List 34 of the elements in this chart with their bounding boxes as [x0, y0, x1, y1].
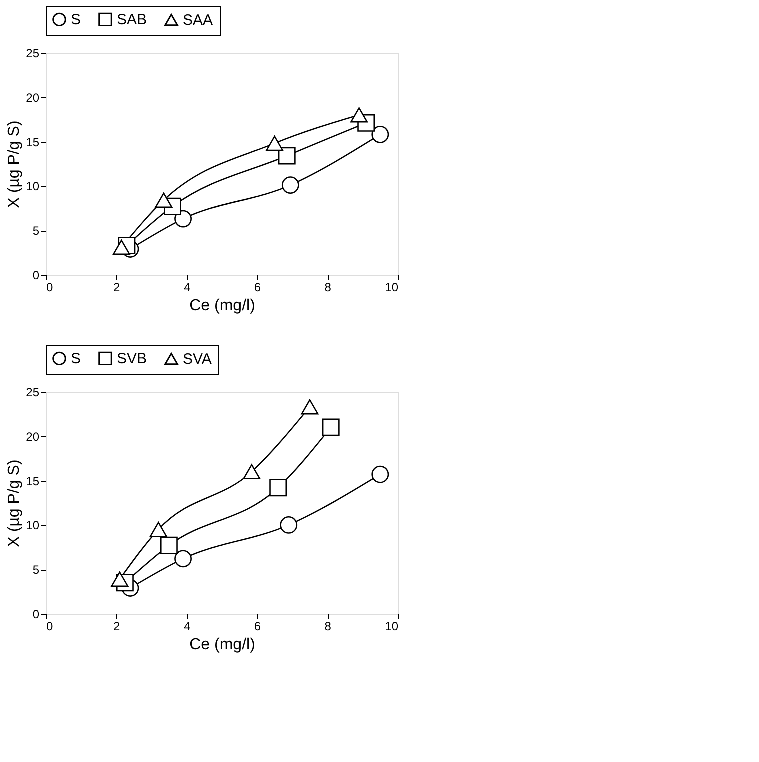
- y-tick-label: 10: [26, 180, 40, 194]
- legend-label: SVB: [117, 350, 148, 368]
- legend-label: S: [71, 350, 82, 368]
- y-tick-label: 0: [32, 608, 40, 622]
- x-tick-label: 8: [324, 280, 332, 294]
- legend-label: SVA: [183, 351, 212, 368]
- x-tick-label: 6: [254, 280, 262, 294]
- y-tick-label: 20: [26, 430, 40, 444]
- y-tick-label: 5: [32, 224, 40, 238]
- x-tick-label: 0: [46, 280, 54, 294]
- x-tick-label: 0: [46, 620, 54, 634]
- y-tick-label: 20: [26, 90, 40, 105]
- x-tick-label: 10: [385, 620, 399, 634]
- legend-label: SAB: [117, 12, 148, 29]
- x-tick-label: 4: [184, 280, 191, 294]
- y-tick-label: 5: [32, 563, 40, 578]
- y-tick-label: 10: [26, 518, 40, 533]
- y-tick-label: 0: [32, 268, 40, 282]
- x-tick-label: 2: [114, 620, 121, 634]
- x-tick-label: 2: [114, 280, 121, 294]
- x-tick-label: 4: [184, 620, 191, 634]
- x-tick-label: 10: [385, 280, 399, 294]
- legend-label: S: [71, 12, 82, 29]
- x-axis-title: Ce (mg/l): [190, 636, 256, 654]
- y-tick-label: 25: [26, 46, 40, 60]
- y-tick-label: 25: [26, 386, 40, 400]
- y-tick-label: 15: [26, 474, 40, 488]
- y-axis-title: X (µg P/g S): [6, 120, 24, 208]
- y-axis-title: X (µg P/g S): [6, 460, 24, 548]
- x-tick-label: 6: [254, 620, 262, 634]
- x-tick-label: 8: [324, 620, 332, 634]
- x-axis-title: Ce (mg/l): [190, 298, 256, 314]
- y-tick-label: 15: [26, 135, 40, 150]
- legend-label: SAA: [183, 12, 214, 30]
